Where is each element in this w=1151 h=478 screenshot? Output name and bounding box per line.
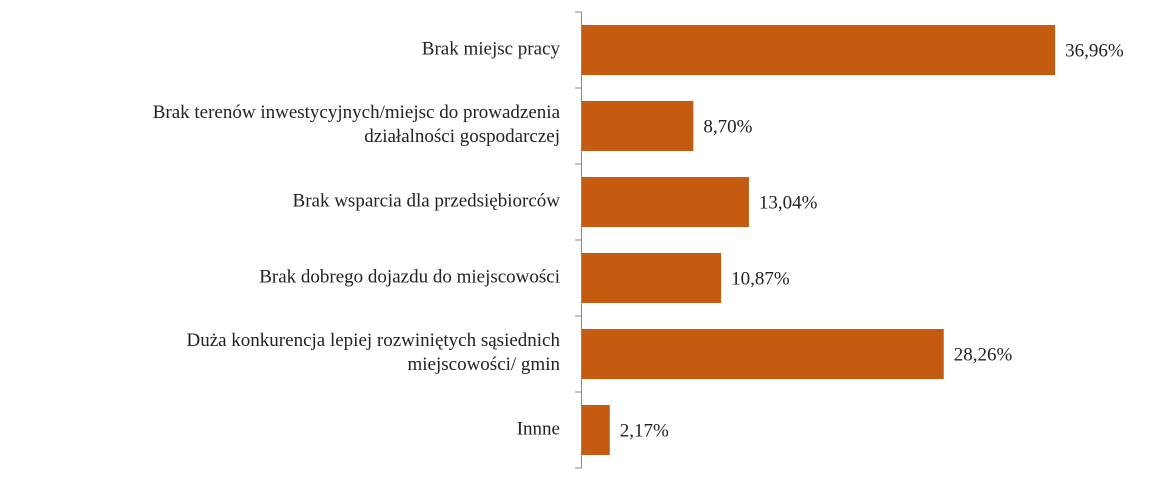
category-label: Duża konkurencja lepiej rozwiniętych sąs… [186, 330, 560, 375]
category-label: Innne [517, 418, 560, 439]
bar [582, 329, 944, 379]
bar [582, 405, 610, 455]
value-label: 8,70% [703, 116, 752, 137]
category-label: Brak wsparcia dla przedsiębiorców [293, 190, 561, 211]
bar [582, 253, 722, 303]
bar [582, 25, 1056, 75]
value-label: 2,17% [620, 420, 669, 441]
category-label: Brak miejsc pracy [422, 38, 561, 59]
value-label: 13,04% [759, 192, 818, 213]
bar [582, 101, 694, 151]
bar [582, 177, 749, 227]
category-label: Brak terenów inwestycyjnych/miejsc do pr… [153, 102, 561, 147]
value-label: 10,87% [731, 268, 790, 289]
category-label: Brak dobrego dojazdu do miejscowości [259, 266, 560, 287]
value-label: 36,96% [1065, 40, 1124, 61]
value-label: 28,26% [954, 344, 1013, 365]
